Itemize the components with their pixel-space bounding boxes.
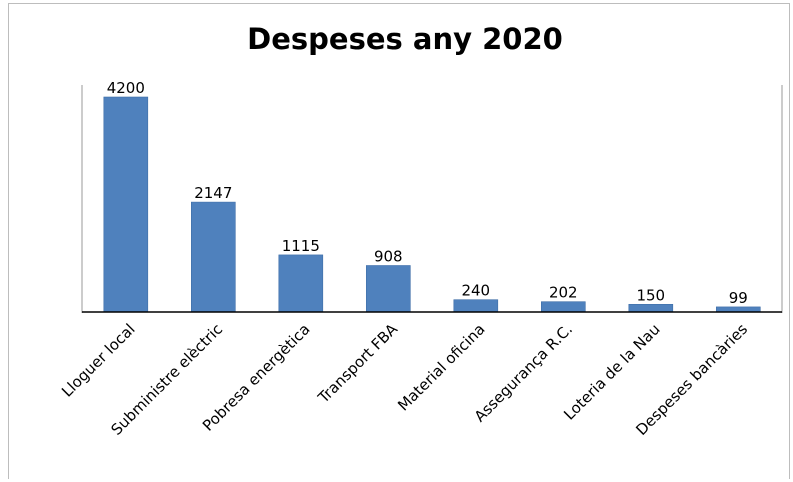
value-label: 202 <box>549 284 578 302</box>
bar <box>191 201 236 313</box>
category-label: Material oficina <box>394 320 488 414</box>
category-label: Transport FBA <box>314 320 402 408</box>
bar <box>453 299 499 313</box>
bar <box>365 265 411 313</box>
chart-title: Despeses any 2020 <box>247 22 563 56</box>
bar <box>278 254 324 313</box>
bar <box>103 96 149 313</box>
category-label: Lloguer local <box>58 320 139 401</box>
bar <box>540 301 586 313</box>
value-label: 908 <box>374 248 403 266</box>
bars-group <box>103 96 761 313</box>
value-label: 2147 <box>194 184 232 202</box>
value-label: 4200 <box>107 79 145 97</box>
category-label: Loteria de la Nau <box>560 320 663 423</box>
value-label: 150 <box>636 286 665 304</box>
value-label: 240 <box>461 282 490 300</box>
bar <box>628 303 674 313</box>
value-labels-group: 4200 2147 1115 908 240 202 150 99 <box>107 79 748 307</box>
chart-frame <box>8 3 790 479</box>
value-label: 1115 <box>282 237 320 255</box>
value-label: 99 <box>729 289 748 307</box>
bar <box>715 306 761 313</box>
